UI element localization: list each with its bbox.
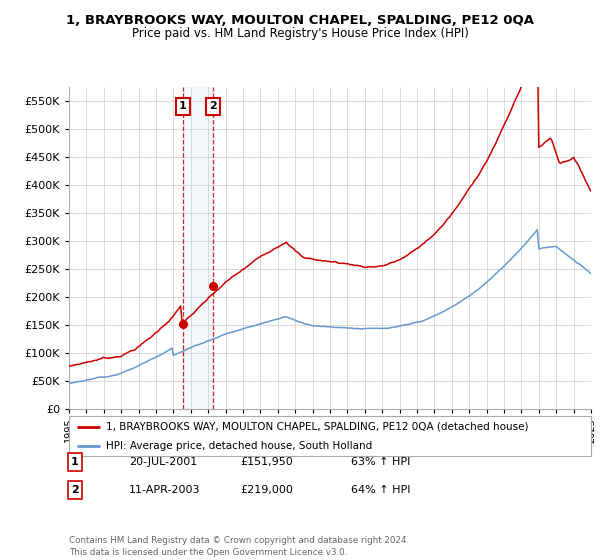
Text: 20-JUL-2001: 20-JUL-2001 <box>129 457 197 467</box>
Text: 1: 1 <box>71 457 79 467</box>
Text: Contains HM Land Registry data © Crown copyright and database right 2024.
This d: Contains HM Land Registry data © Crown c… <box>69 536 409 557</box>
Text: 11-APR-2003: 11-APR-2003 <box>129 485 200 495</box>
Text: Price paid vs. HM Land Registry's House Price Index (HPI): Price paid vs. HM Land Registry's House … <box>131 27 469 40</box>
Text: 1, BRAYBROOKS WAY, MOULTON CHAPEL, SPALDING, PE12 0QA: 1, BRAYBROOKS WAY, MOULTON CHAPEL, SPALD… <box>66 14 534 27</box>
Text: 1, BRAYBROOKS WAY, MOULTON CHAPEL, SPALDING, PE12 0QA (detached house): 1, BRAYBROOKS WAY, MOULTON CHAPEL, SPALD… <box>106 422 528 432</box>
Text: 2: 2 <box>71 485 79 495</box>
Bar <box>183 87 213 409</box>
Text: £151,950: £151,950 <box>240 457 293 467</box>
Text: 2: 2 <box>209 101 217 111</box>
Text: £219,000: £219,000 <box>240 485 293 495</box>
Text: 64% ↑ HPI: 64% ↑ HPI <box>351 485 410 495</box>
Text: 1: 1 <box>179 101 187 111</box>
Text: HPI: Average price, detached house, South Holland: HPI: Average price, detached house, Sout… <box>106 441 372 450</box>
Text: 63% ↑ HPI: 63% ↑ HPI <box>351 457 410 467</box>
